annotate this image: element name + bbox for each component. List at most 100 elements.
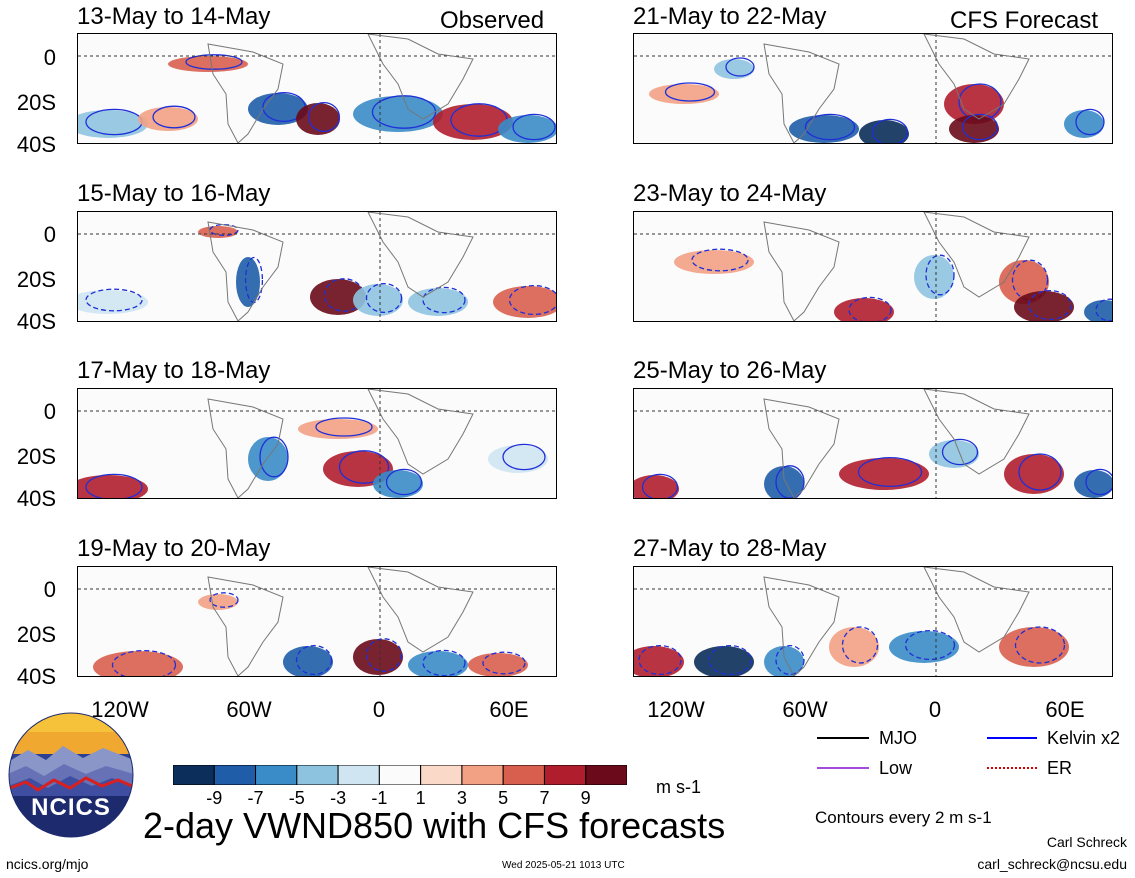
kelvin-contour <box>1028 289 1072 321</box>
legend-line-low <box>817 767 869 769</box>
colorbar-swatch <box>420 764 463 786</box>
south-america-outline <box>207 398 284 498</box>
footer-timestamp: Wed 2025-05-21 1013 UTC <box>502 860 625 871</box>
wind-anomaly-shading <box>493 286 556 318</box>
colorbar-ticks: -9 -7 -5 -3 -1 1 3 5 7 9 <box>173 789 627 809</box>
wind-anomaly-shading <box>889 631 959 663</box>
x-tick-60w: 60W <box>782 697 828 722</box>
wind-anomaly-shading <box>944 84 1004 124</box>
kelvin-contour <box>1075 108 1105 136</box>
south-america-outline <box>763 576 840 676</box>
kelvin-contour <box>85 473 143 498</box>
south-america-outline <box>207 576 284 676</box>
ncics-logo-text: NCICS <box>31 794 111 821</box>
legend-item-mjo: MJO <box>817 727 1117 749</box>
panel-title-5: 21-May to 22-May <box>633 3 827 30</box>
x-tick-60e: 60E <box>489 697 529 722</box>
wind-anomaly-shading <box>498 115 556 143</box>
x-tick-0: 0 <box>372 697 386 722</box>
footer-author: Carl Schreck <box>1046 834 1127 850</box>
wind-anomaly-shading <box>789 115 859 143</box>
kelvin-contour <box>857 456 923 488</box>
kelvin-contour <box>708 644 752 676</box>
kelvin-contour <box>422 649 466 676</box>
colorbar-swatch <box>461 764 504 786</box>
footer-url[interactable]: ncics.org/mjo <box>6 856 89 872</box>
panel-title-2: 15-May to 16-May <box>77 180 271 207</box>
kelvin-contour <box>512 113 556 141</box>
africa-outline <box>923 212 1030 298</box>
y-tick-40s: 40S <box>16 486 56 511</box>
contours-note: Contours every 2 m s-1 <box>815 808 992 827</box>
colorbar <box>172 764 628 790</box>
wind-anomaly-shading <box>999 627 1069 667</box>
y-tick-0: 0 <box>43 45 56 70</box>
kelvin-contour <box>1014 626 1066 664</box>
colorbar-swatch <box>543 764 587 786</box>
map-panel-7 <box>633 388 1113 499</box>
kelvin-contour <box>1085 468 1112 496</box>
legend-line-er <box>987 767 1037 769</box>
africa-outline <box>367 567 474 653</box>
kelvin-contour <box>385 468 423 496</box>
panel-title-3: 17-May to 18-May <box>77 357 271 384</box>
kelvin-contour <box>185 54 243 70</box>
kelvin-contour <box>941 438 979 466</box>
colorbar-swatch <box>296 764 339 786</box>
colorbar-swatch <box>585 764 628 786</box>
africa-outline <box>923 567 1030 653</box>
kelvin-contour <box>804 113 856 141</box>
map-panel-8 <box>633 566 1113 677</box>
wind-anomaly-shading <box>714 59 754 79</box>
colorbar-tick-label: 1 <box>415 788 426 808</box>
wind-anomaly-shading <box>634 646 684 676</box>
wind-anomaly-shading <box>373 470 423 498</box>
legend-label-mjo: MJO <box>879 728 917 748</box>
africa-outline <box>367 212 474 298</box>
x-tick-120w: 120W <box>647 697 705 722</box>
wind-anomaly-shading <box>353 284 403 316</box>
wind-anomaly-shading <box>353 639 403 675</box>
wind-anomaly-shading <box>674 250 754 274</box>
kelvin-contour <box>315 417 373 437</box>
legend: MJO Kelvin x2 Low ER <box>817 727 1120 787</box>
kelvin-contour <box>209 592 239 608</box>
africa-outline <box>367 389 474 475</box>
ncics-logo: NCICS <box>8 712 134 838</box>
kelvin-contour <box>111 649 177 676</box>
kelvin-contour <box>1018 453 1062 491</box>
africa-outline <box>923 34 1030 120</box>
map-panel-2 <box>77 211 557 322</box>
south-america-outline <box>207 221 284 321</box>
colorbar-tick-label: -9 <box>206 788 223 808</box>
y-tick-0: 0 <box>43 577 56 602</box>
wind-anomaly-shading <box>1014 291 1074 321</box>
wind-anomaly-shading <box>829 627 879 667</box>
south-america-outline <box>207 43 284 143</box>
x-tick-120w: 120W <box>91 697 149 722</box>
wind-anomaly-shading <box>283 646 333 676</box>
kelvin-contour <box>365 638 403 672</box>
wind-anomaly-shading <box>310 279 366 315</box>
x-tick-60w: 60W <box>226 697 272 722</box>
wind-anomaly-shading <box>914 255 954 299</box>
panel-title-8: 27-May to 28-May <box>633 535 827 562</box>
y-tick-40s: 40S <box>16 132 56 157</box>
map-panel-5 <box>633 33 1113 144</box>
wind-anomaly-shading <box>78 475 148 498</box>
colorbar-tick-label: -3 <box>330 788 347 808</box>
kelvin-contour <box>904 629 956 661</box>
y-tick-20s: 20S <box>16 622 56 647</box>
map-panel-4 <box>77 566 557 677</box>
y-tick-0: 0 <box>43 399 56 424</box>
colorbar-tick-label: -5 <box>288 788 305 808</box>
wind-anomaly-shading <box>93 651 183 676</box>
footer-email[interactable]: carl_schreck@ncsu.edu <box>977 856 1127 872</box>
kelvin-contour <box>1095 298 1112 321</box>
wind-anomaly-shading <box>198 594 238 610</box>
kelvin-contour <box>482 651 526 675</box>
map-panel-3 <box>77 388 557 499</box>
y-tick-40s: 40S <box>16 664 56 689</box>
kelvin-contour <box>725 57 755 77</box>
colorbar-tick-label: 7 <box>539 788 550 808</box>
